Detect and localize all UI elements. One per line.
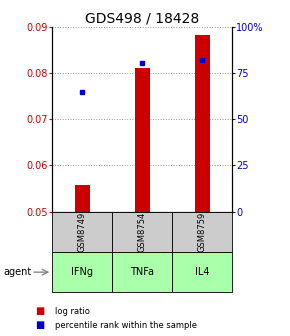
Bar [135,68,150,212]
Text: GSM8754: GSM8754 [137,212,147,252]
Text: ■: ■ [35,306,44,316]
Bar [172,252,232,292]
Text: ■: ■ [35,320,44,330]
Text: GSM8749: GSM8749 [78,212,87,252]
Text: agent: agent [3,267,31,277]
Text: TNFa: TNFa [130,267,154,277]
Text: GSM8759: GSM8759 [197,212,206,252]
Bar [112,252,172,292]
Bar [195,35,209,212]
Text: log ratio: log ratio [55,307,90,316]
Bar [52,212,112,252]
Text: IFNg: IFNg [71,267,93,277]
Text: IL4: IL4 [195,267,209,277]
Text: percentile rank within the sample: percentile rank within the sample [55,321,197,330]
Bar [112,212,172,252]
Bar [75,185,90,212]
Bar [172,212,232,252]
Bar [52,252,112,292]
Title: GDS498 / 18428: GDS498 / 18428 [85,12,199,26]
